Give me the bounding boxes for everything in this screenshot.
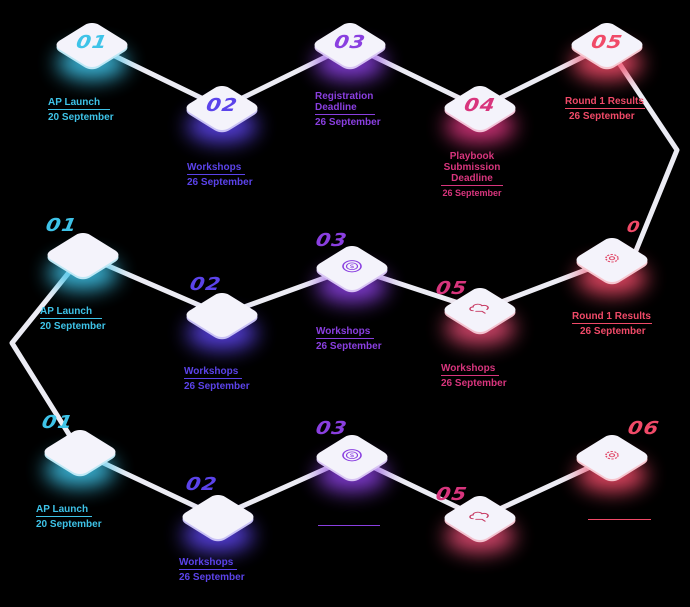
label-title: Workshops	[179, 557, 237, 570]
step-05-node[interactable]	[440, 270, 520, 350]
step-03-empty-label-underline	[318, 525, 380, 526]
label-date: 26 September	[442, 188, 502, 198]
step-number: 04	[462, 94, 498, 116]
step-01-label: AP Launch 20 September	[36, 504, 102, 530]
label-title: Workshops	[316, 326, 374, 339]
label-date: 26 September	[580, 326, 646, 337]
step-02-label: Workshops 26 September	[179, 557, 245, 583]
label-title-line1: Playbook	[449, 151, 495, 162]
label-title-line1: Registration	[315, 91, 374, 102]
label-title: AP Launch	[40, 306, 102, 319]
step-number: 01	[74, 31, 110, 53]
label-title-line2: Submission	[443, 162, 501, 173]
label-date: 26 September	[179, 572, 245, 583]
step-01-node[interactable]: 01	[52, 5, 132, 85]
cloud-hand-icon	[469, 303, 489, 314]
step-01-label: AP Launch 20 September	[48, 97, 114, 123]
step-04-node[interactable]: 04	[440, 68, 520, 148]
label-title: Workshops	[187, 162, 245, 175]
label-title: Round 1 Results	[572, 311, 652, 324]
step-02-node[interactable]	[182, 275, 262, 355]
step-number: 02	[204, 94, 240, 116]
label-title: AP Launch	[36, 504, 92, 517]
label-title: Round 1 Results	[565, 96, 645, 109]
step-06-label: Round 1 Results 26 September	[572, 311, 652, 337]
label-title: Workshops	[184, 366, 242, 379]
step-05-label: Round 1 Results 26 September	[565, 96, 645, 122]
svg-text:$: $	[349, 264, 354, 270]
step-01-node[interactable]	[43, 215, 123, 295]
step-02-label: Workshops 26 September	[184, 366, 250, 392]
label-date: 26 September	[441, 378, 507, 389]
label-date: 20 September	[36, 519, 102, 530]
step-05-node[interactable]: 05	[567, 5, 647, 85]
dollar-coin-icon: $	[342, 449, 362, 462]
label-date: 26 September	[184, 381, 250, 392]
label-date: 20 September	[48, 112, 114, 123]
step-03-label: Workshops 26 September	[316, 326, 382, 352]
step-05-label: Workshops 26 September	[441, 363, 507, 389]
label-title-line2: Deadline	[315, 102, 375, 115]
step-03-node[interactable]: $	[312, 417, 392, 497]
step-04-label: Playbook Submission Deadline 26 Septembe…	[441, 151, 503, 199]
step-02-label: Workshops 26 September	[187, 162, 253, 188]
step-number: 05	[589, 31, 625, 53]
step-05-node[interactable]	[440, 478, 520, 558]
label-date: 20 September	[40, 321, 106, 332]
step-06-empty-label-underline	[588, 519, 651, 520]
label-title: AP Launch	[48, 97, 110, 110]
step-02-node[interactable]	[178, 477, 258, 557]
gear-icon	[605, 254, 619, 263]
step-06-node[interactable]	[572, 417, 652, 497]
step-01-node[interactable]	[40, 412, 120, 492]
label-date: 26 September	[316, 341, 382, 352]
step-02-node[interactable]: 02	[182, 68, 262, 148]
step-06-node[interactable]	[572, 220, 652, 300]
label-title: Workshops	[441, 363, 499, 376]
cloud-hand-icon	[469, 511, 489, 522]
label-title-line3: Deadline	[441, 173, 503, 186]
label-date: 26 September	[187, 177, 253, 188]
step-03-node[interactable]: $	[312, 228, 392, 308]
label-date: 26 September	[315, 117, 381, 128]
gear-icon	[605, 451, 619, 460]
svg-text:$: $	[349, 453, 354, 459]
label-date: 26 September	[569, 111, 635, 122]
step-03-label: Registration Deadline 26 September	[315, 91, 381, 128]
step-03-node[interactable]: 03	[310, 5, 390, 85]
dollar-coin-icon: $	[342, 260, 362, 273]
step-01-label: AP Launch 20 September	[40, 306, 106, 332]
step-number: 03	[332, 31, 368, 53]
